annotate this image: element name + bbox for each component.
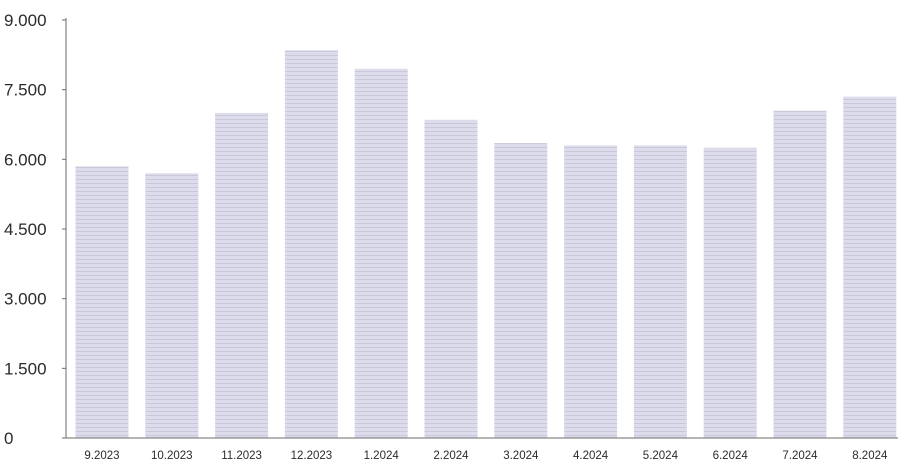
x-tick-label: 3.2024 (503, 450, 539, 462)
x-axis: 9.2023 10.2023 11.2023 12.2023 1.2024 2.2024 3… (66, 437, 898, 462)
x-tick-label: 2.2024 (433, 450, 469, 462)
x-tick-label: 7.2024 (782, 450, 818, 462)
bar-7.2024 (773, 110, 827, 439)
bar-2.2024 (424, 119, 478, 438)
y-tick-label: 3.000 (4, 290, 47, 309)
x-tick-label: 4.2024 (573, 450, 609, 462)
y-tick-label: 9.000 (4, 11, 47, 30)
y-tick-label: 6.000 (4, 150, 47, 169)
y-tick-label: 7.500 (4, 81, 47, 100)
x-tick-label: 8.2024 (852, 450, 888, 462)
y-tick-label: 0 (4, 429, 13, 448)
bar-9.2023 (75, 166, 129, 439)
bar-10.2023 (145, 173, 199, 438)
x-tick-label: 6.2024 (713, 450, 749, 462)
bar-6.2024 (703, 147, 757, 438)
x-tick-label: 1.2024 (364, 450, 400, 462)
x-tick-label: 12.2023 (291, 450, 333, 462)
bar-5.2024 (633, 145, 687, 438)
bar-11.2023 (215, 112, 269, 438)
x-tick-label: 10.2023 (151, 450, 193, 462)
y-tick-label: 4.500 (4, 220, 47, 239)
bars-group (75, 50, 897, 439)
x-tick-label: 5.2024 (643, 450, 679, 462)
x-tick-label: 11.2023 (221, 450, 262, 462)
bar-4.2024 (564, 145, 618, 438)
y-tick-label: 1.500 (4, 359, 47, 378)
x-tick-label: 9.2023 (84, 450, 119, 462)
bar-8.2024 (843, 96, 897, 438)
bar-1.2024 (354, 68, 408, 439)
bar-3.2024 (494, 143, 548, 439)
y-axis: 0 1.500 3.000 4.500 6.000 7.500 9.000 (4, 11, 67, 448)
bar-12.2023 (284, 50, 338, 438)
